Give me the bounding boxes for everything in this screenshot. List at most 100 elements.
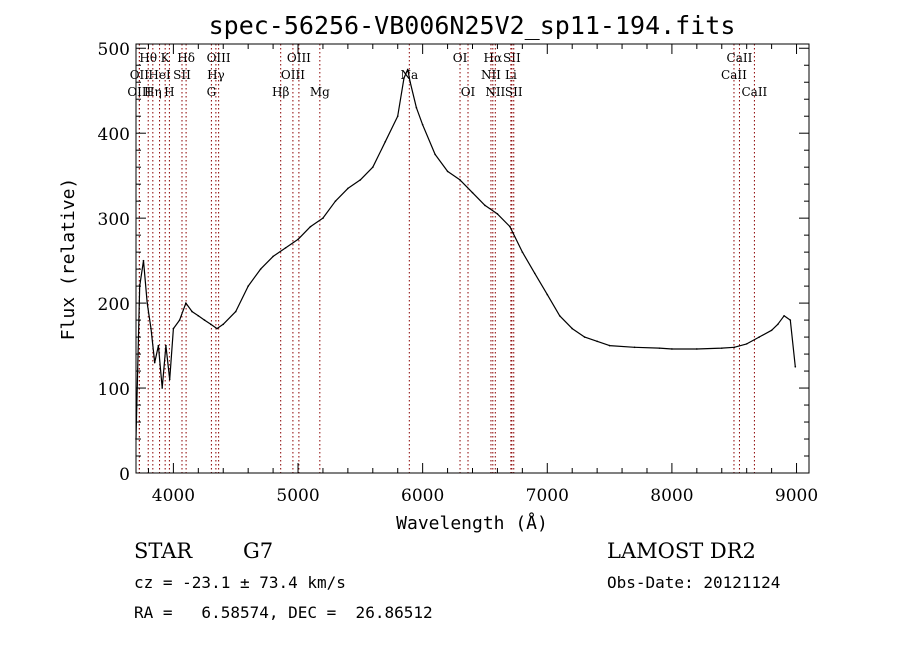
y-axis-label: Flux (relative): [58, 178, 79, 341]
spectrum-point: [191, 310, 193, 313]
spectrum-point: [546, 293, 549, 296]
spectrum-point: [421, 123, 424, 126]
spectrum-point: [146, 302, 149, 304]
observation-date: Obs-Date: 20121124: [607, 573, 781, 592]
plot-frame: [135, 43, 810, 474]
spectrum-point: [157, 344, 160, 347]
survey-name: LAMOST DR2: [607, 539, 756, 563]
spectrum-point: [745, 343, 748, 345]
spectrum-point: [758, 336, 760, 338]
spectrum-point: [234, 310, 237, 313]
object-class: STAR: [134, 539, 193, 563]
axes: 4000 5000 6000 7000 8000 9000 0 100 200 300 400 500: [98, 40, 819, 506]
spectrum-point: [409, 81, 411, 84]
spectrum-point: [583, 336, 586, 338]
spectrum-point: [259, 268, 262, 270]
marker-label: Hα: [484, 51, 503, 65]
spectrum-point: [534, 272, 536, 275]
spectrum-point: [272, 255, 274, 258]
spectrum-point: [142, 259, 145, 262]
x-tick-label: 4000: [152, 486, 195, 506]
y-tick-label: 300: [98, 210, 130, 230]
marker-label: H: [164, 85, 174, 99]
spectrum-point: [596, 340, 598, 343]
spectrum-point: [371, 166, 374, 168]
spectrum-point: [794, 366, 797, 368]
subclass: G7: [243, 539, 274, 563]
spectrum-point: [720, 347, 723, 349]
spectrum-point: [216, 327, 218, 330]
spectrum-point: [297, 238, 299, 241]
y-tick-label: 0: [119, 465, 130, 485]
marker-label: CaII: [721, 68, 747, 82]
spectrum-point: [222, 323, 225, 326]
spectrum-point: [789, 319, 792, 321]
spectrum-point: [359, 179, 362, 181]
redshift-line: cz = -23.1 ± 73.4 km/s: [134, 573, 346, 592]
x-axis-label: Wavelength (Å): [396, 512, 548, 534]
spectrum-point: [172, 327, 175, 330]
marker-label: Li: [505, 68, 517, 82]
marker-label: CaII: [741, 85, 767, 99]
spectrum-point: [153, 361, 156, 364]
y-tick-label: 400: [98, 125, 130, 145]
spectrum-point: [384, 140, 387, 143]
spectrum-point: [150, 327, 152, 330]
marker-label: G: [207, 85, 217, 99]
marker-label: OIII: [281, 68, 305, 82]
marker-label: Mg: [310, 85, 330, 99]
x-tick-label: 7000: [526, 486, 569, 506]
marker-label: SII: [503, 51, 521, 65]
marker-label: Hγ: [207, 68, 225, 82]
spectrum-point: [247, 285, 249, 287]
marker-label: OII: [130, 68, 150, 82]
spectrum-point: [284, 247, 287, 249]
marker-label: OI: [453, 51, 468, 65]
spectrum-point: [209, 323, 212, 326]
spectrum-point: [161, 387, 163, 389]
spectrum-point: [446, 170, 449, 173]
spectrum-point: [322, 217, 324, 219]
spectrum-point: [434, 153, 436, 156]
chart-title: spec-56256-VB006N25V2_sp11-194.fits: [209, 11, 736, 40]
spectrum-point: [608, 344, 611, 347]
spectrum-point: [733, 346, 736, 349]
spectrum-point: [633, 346, 636, 349]
marker-label: CaII: [727, 51, 753, 65]
marker-label: K: [161, 51, 171, 65]
coordinates-line: RA = 6.58574, DEC = 26.86512: [134, 603, 433, 622]
spectrum-point: [571, 327, 574, 330]
x-tick-label: 6000: [401, 486, 444, 506]
spectral-line-markers: Hθ OII OIII K HeI Hη Hδ SII H OIII Hγ G OIII OIII Hβ Mg…: [127, 44, 768, 473]
marker-label: Hδ: [177, 51, 195, 65]
marker-label: OIII: [287, 51, 311, 65]
marker-label: NII: [485, 85, 505, 99]
x-tick-label: 8000: [650, 486, 693, 506]
spectrum-point: [165, 344, 167, 347]
spectrum-point: [777, 323, 779, 326]
spectrum-point: [696, 348, 698, 350]
spectrum-point: [415, 106, 418, 109]
y-tick-label: 200: [98, 295, 130, 315]
spectrum-point: [484, 204, 486, 207]
marker-label: SII: [505, 85, 523, 99]
marker-label: NII: [481, 68, 501, 82]
marker-label: Hθ: [139, 51, 157, 65]
spectrum-point: [406, 68, 409, 71]
spectrum-point: [309, 225, 312, 228]
spectrum-point: [396, 115, 399, 118]
spectrum-point: [471, 191, 474, 194]
marker-label: OIII: [207, 51, 231, 65]
spectrum-line: [135, 68, 796, 440]
spectrum-point: [203, 319, 206, 321]
spectrum-point: [197, 315, 200, 317]
y-tick-label: 100: [98, 380, 130, 400]
spectrum-point: [334, 200, 337, 202]
y-tick-label: 500: [98, 40, 130, 60]
spectrum-series: [135, 68, 797, 440]
spectrum-point: [496, 213, 499, 215]
x-tick-label: 5000: [276, 486, 319, 506]
marker-label: SII: [173, 68, 191, 82]
spectrum-point: [658, 347, 661, 349]
marker-label: OIII: [127, 85, 151, 99]
